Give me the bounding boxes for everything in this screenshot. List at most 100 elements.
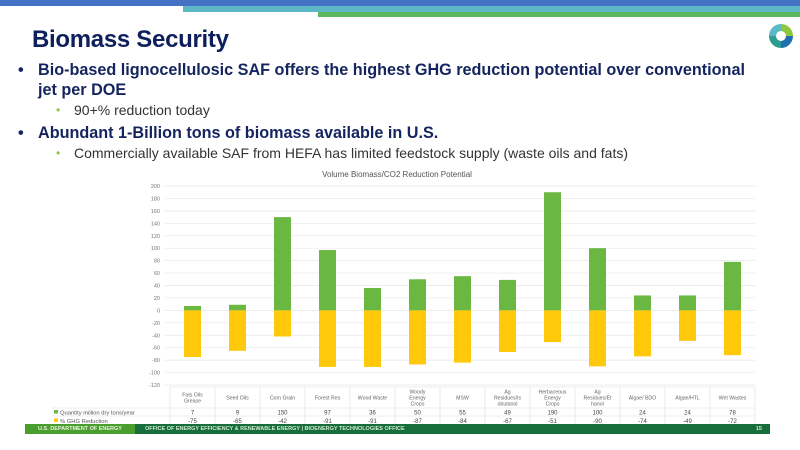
x-category-label: Residues/Is — [494, 396, 522, 402]
bar-ghg-reduction — [724, 310, 741, 356]
bullet-1-line-2: jet per DOE — [38, 81, 127, 99]
x-category-label: Algae/HTL — [675, 396, 700, 402]
x-category-label: Crops — [546, 402, 560, 408]
table-quantity-value: 9 — [236, 411, 240, 417]
x-category-label: Grease — [184, 399, 201, 405]
bar-ghg-reduction — [229, 310, 246, 351]
x-category-label: Corn Grain — [270, 396, 295, 402]
table-quantity-value: 49 — [504, 411, 511, 417]
x-category-label: Forest Res — [315, 396, 341, 402]
x-category-label: Woody — [409, 390, 425, 396]
table-ghg-value: -84 — [458, 419, 467, 425]
y-tick-label: 180 — [151, 196, 160, 202]
bar-quantity — [274, 217, 291, 311]
y-tick-label: -80 — [152, 358, 160, 364]
doe-eere-logo-icon — [769, 24, 793, 48]
bar-ghg-reduction — [499, 310, 516, 353]
bar-ghg-reduction — [679, 310, 696, 341]
table-ghg-value: -91 — [323, 419, 332, 425]
bullet-dot-icon: • — [18, 61, 24, 79]
table-ghg-value: -91 — [368, 419, 377, 425]
footer-bar: U.S. DEPARTMENT OF ENERGY OFFICE OF ENER… — [25, 424, 770, 434]
y-tick-label: 100 — [151, 246, 160, 252]
bar-quantity — [229, 304, 246, 311]
bar-ghg-reduction — [544, 310, 561, 343]
bar-quantity — [634, 295, 651, 311]
table-ghg-value: -51 — [548, 419, 557, 425]
x-category-label: Seed Oils — [226, 396, 249, 402]
y-tick-label: 40 — [154, 284, 160, 290]
x-category-label: Ag — [504, 390, 510, 396]
bar-ghg-reduction — [319, 310, 336, 367]
legend-label-quantity: Quantity million dry tons/year — [60, 411, 135, 417]
y-tick-label: 140 — [151, 221, 160, 227]
table-quantity-value: 55 — [459, 411, 466, 417]
table-quantity-value: 100 — [592, 411, 603, 417]
bar-quantity — [319, 250, 336, 311]
chart-container: Volume Biomass/CO2 Reduction Potential 2… — [30, 165, 765, 425]
x-category-label: Algae/ BDO — [629, 396, 656, 402]
table-ghg-value: -87 — [413, 419, 422, 425]
chart-title: Volume Biomass/CO2 Reduction Potential — [322, 170, 472, 179]
x-category-label: Residues/Et — [584, 396, 613, 402]
bullet-1-line-1: Bio-based lignocellulosic SAF offers the… — [38, 61, 745, 79]
table-quantity-value: 7 — [191, 411, 195, 417]
bar-ghg-reduction — [364, 310, 381, 367]
y-tick-label: 20 — [154, 296, 160, 302]
x-category-label: Fats Oils — [182, 393, 203, 399]
bullet-list: • Bio-based lignocellulosic SAF offers t… — [18, 60, 788, 162]
sub-bullet-text: Commercially available SAF from HEFA has… — [74, 145, 628, 161]
y-tick-label: 200 — [151, 184, 160, 190]
y-tick-label: -60 — [152, 346, 160, 352]
table-ghg-value: -65 — [233, 419, 242, 425]
y-tick-label: 0 — [157, 308, 160, 314]
y-tick-label: 60 — [154, 271, 160, 277]
x-category-label: hanol — [591, 402, 604, 408]
legend-swatch-quantity — [54, 410, 58, 414]
x-category-label: obutanol — [498, 402, 518, 408]
sub-bullet-2-1: • Commercially available SAF from HEFA h… — [18, 144, 788, 162]
bar-ghg-reduction — [409, 310, 426, 365]
bar-ghg-reduction — [454, 310, 471, 363]
sub-bullet-1-1: • 90+% reduction today — [18, 101, 788, 119]
bullet-1: • Bio-based lignocellulosic SAF offers t… — [18, 60, 788, 100]
y-tick-label: -20 — [152, 321, 160, 327]
y-tick-label: -100 — [149, 371, 160, 377]
bar-quantity — [499, 279, 516, 311]
x-category-label: Energy — [544, 396, 561, 402]
table-quantity-value: 78 — [729, 411, 736, 417]
legend-label-ghg: % GHG Reduction — [60, 419, 108, 425]
table-quantity-value: 97 — [324, 411, 331, 417]
bar-ghg-reduction — [184, 310, 201, 358]
table-ghg-value: -67 — [503, 419, 512, 425]
header-stripe-blue — [0, 0, 800, 6]
table-quantity-value: 150 — [277, 411, 288, 417]
table-ghg-value: -74 — [638, 419, 647, 425]
x-category-label: Energy — [409, 396, 426, 402]
x-category-label: MSW — [456, 396, 469, 402]
table-quantity-value: 50 — [414, 411, 421, 417]
bar-quantity — [409, 279, 426, 311]
legend-swatch-ghg — [54, 418, 58, 422]
table-ghg-value: -72 — [728, 419, 737, 425]
bar-quantity — [544, 192, 561, 311]
table-quantity-value: 190 — [547, 411, 558, 417]
bullet-2: • Abundant 1-Billion tons of biomass ava… — [18, 123, 788, 143]
bar-quantity — [679, 295, 696, 311]
y-tick-label: -120 — [149, 383, 160, 389]
footer-office-label: OFFICE OF ENERGY EFFICIENCY & RENEWABLE … — [145, 426, 405, 432]
x-category-label: Wood Waste — [358, 396, 388, 402]
header-stripe-teal — [183, 6, 800, 12]
y-tick-label: 120 — [151, 234, 160, 240]
bullet-2-text: Abundant 1-Billion tons of biomass avail… — [38, 124, 439, 142]
table-quantity-value: 24 — [684, 411, 691, 417]
page-number: 15 — [755, 426, 762, 432]
header-stripe-green — [318, 12, 800, 17]
table-ghg-value: -90 — [593, 419, 602, 425]
table-ghg-value: -49 — [683, 419, 692, 425]
y-tick-label: 80 — [154, 259, 160, 265]
y-tick-label: -40 — [152, 333, 160, 339]
bullet-dot-icon: • — [18, 124, 24, 142]
sub-bullet-dot-icon: • — [56, 146, 61, 160]
table-ghg-value: -75 — [188, 419, 197, 425]
